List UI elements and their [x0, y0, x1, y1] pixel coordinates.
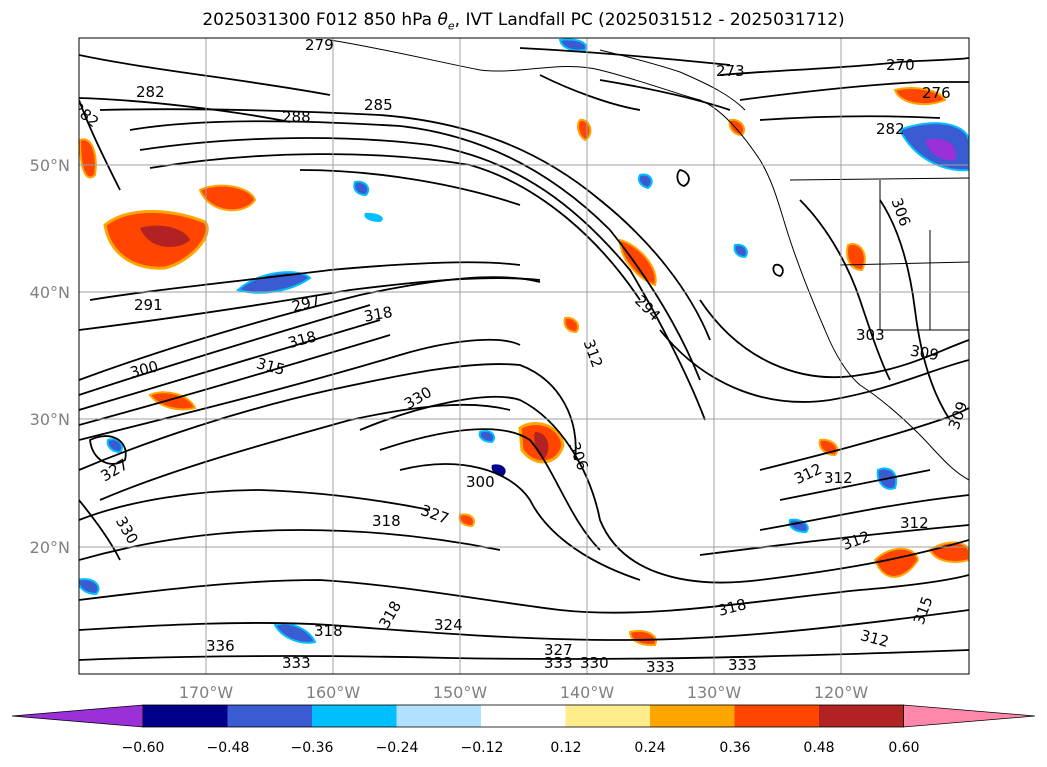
latitude-labels: 50°N 40°N 30°N 20°N	[30, 156, 70, 557]
lon-label-140w: 140°W	[560, 683, 615, 702]
lon-label-150w: 150°W	[433, 683, 488, 702]
contour-label: 333	[646, 658, 675, 676]
contour-label: 270	[886, 56, 915, 74]
colorbar-bin	[396, 705, 482, 727]
contour-label: 327	[544, 641, 573, 659]
colorbar-ticks: −0.60 −0.48 −0.36 −0.24 −0.12 0.12 0.24 …	[122, 740, 920, 756]
colorbar-tick: −0.48	[207, 740, 250, 756]
colorbar-tick: −0.60	[122, 740, 165, 756]
plot-area: 279 282 282 288 285 273 270 276 282 291 …	[79, 36, 969, 676]
theta-e-contours	[79, 47, 969, 661]
lon-label-170w: 170°W	[179, 683, 234, 702]
contour-label: 309	[909, 342, 940, 365]
colorbar-tick: −0.36	[291, 740, 334, 756]
colorbar-frame	[142, 704, 904, 728]
contour-label: 318	[372, 512, 401, 530]
colorbar-tick: 0.48	[803, 740, 834, 756]
contour-label: 318	[363, 303, 394, 326]
contour-label: 333	[282, 654, 311, 672]
contour-label: 288	[282, 108, 311, 126]
colorbar-under-triangle	[11, 704, 144, 728]
lat-label-20n: 20°N	[30, 538, 70, 557]
contour-label: 303	[856, 326, 885, 344]
contour-label: 333	[544, 654, 573, 672]
contour-label: 318	[314, 622, 343, 640]
contour-label: 300	[466, 473, 495, 491]
graticule	[79, 38, 969, 674]
colorbar-tick: 0.60	[888, 740, 919, 756]
colorbar-over-triangle	[903, 704, 1036, 728]
contour-label: 285	[364, 96, 393, 114]
colorbar-bin	[819, 705, 904, 727]
contour-label: 312	[900, 514, 929, 532]
colorbar-tick: 0.36	[719, 740, 750, 756]
contour-label: 336	[206, 637, 235, 655]
colorbar-bin	[565, 705, 651, 727]
colorbar-tick: −0.12	[461, 740, 504, 756]
contour-label: 282	[876, 120, 905, 138]
colorbar-bin	[650, 705, 735, 727]
colorbar-bin	[312, 705, 397, 727]
map-title: 2025031300 F012 850 hPa θe, IVT Landfall…	[202, 10, 845, 33]
lon-label-120w: 120°W	[814, 683, 869, 702]
plot-frame	[78, 37, 970, 675]
contour-label: 279	[305, 36, 334, 54]
colorbar-bin	[481, 705, 566, 727]
colorbar: −0.60 −0.48 −0.36 −0.24 −0.12 0.12 0.24 …	[11, 704, 1036, 756]
contour-label: 273	[716, 62, 745, 80]
colorbar-bin	[143, 705, 228, 727]
ivt-shading	[79, 38, 969, 647]
contour-label: 324	[434, 616, 463, 634]
lon-label-130w: 130°W	[687, 683, 742, 702]
lon-label-160w: 160°W	[306, 683, 361, 702]
colorbar-tick: 0.12	[550, 740, 581, 756]
colorbar-tick: 0.24	[634, 740, 665, 756]
contour-label: 333	[728, 656, 757, 674]
contour-label: 291	[134, 296, 163, 314]
colorbar-tick: −0.24	[376, 740, 419, 756]
contour-label: 330	[580, 654, 609, 672]
lat-label-30n: 30°N	[30, 410, 70, 429]
colorbar-bin	[734, 705, 820, 727]
contour-label: 282	[136, 83, 165, 101]
lat-label-40n: 40°N	[30, 283, 70, 302]
longitude-labels: 170°W 160°W 150°W 140°W 130°W 120°W	[179, 683, 869, 702]
colorbar-segments	[11, 704, 1036, 728]
contour-label: 276	[922, 84, 951, 102]
lat-label-50n: 50°N	[30, 156, 70, 175]
colorbar-bin	[227, 705, 313, 727]
contour-label: 312	[824, 469, 853, 487]
